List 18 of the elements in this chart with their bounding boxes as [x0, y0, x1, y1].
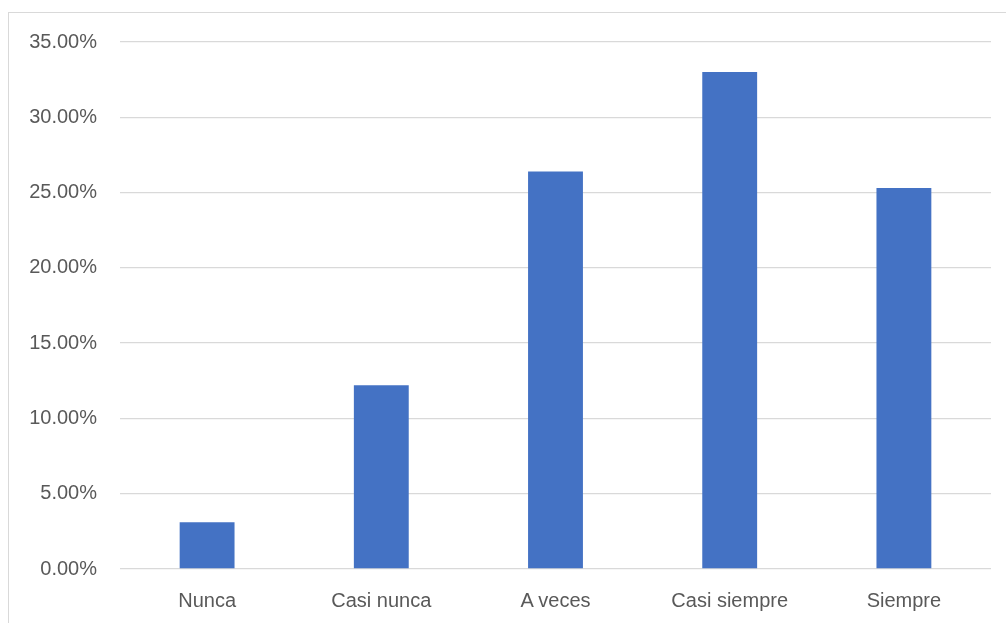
y-tick-label: 15.00%: [29, 330, 98, 353]
x-tick-label: Casi siempre: [671, 588, 789, 611]
y-tick-label: 35.00%: [29, 29, 98, 52]
x-tick-label: Casi nunca: [331, 588, 433, 611]
bar: [353, 385, 409, 569]
x-tick-label: A veces: [520, 588, 591, 611]
bar: [528, 171, 583, 569]
y-tick-label: 30.00%: [29, 104, 98, 127]
y-tick-label: 5.00%: [40, 481, 98, 504]
y-tick-label: 20.00%: [29, 255, 98, 278]
bar: [876, 188, 932, 569]
x-tick-label: Nunca: [178, 588, 237, 611]
x-tick-label: Siempre: [866, 588, 942, 611]
bar: [702, 72, 758, 569]
bar: [179, 522, 235, 569]
y-tick-label: 25.00%: [29, 180, 98, 203]
y-tick-label: 10.00%: [29, 405, 98, 428]
y-tick-label: 0.00%: [40, 556, 98, 579]
